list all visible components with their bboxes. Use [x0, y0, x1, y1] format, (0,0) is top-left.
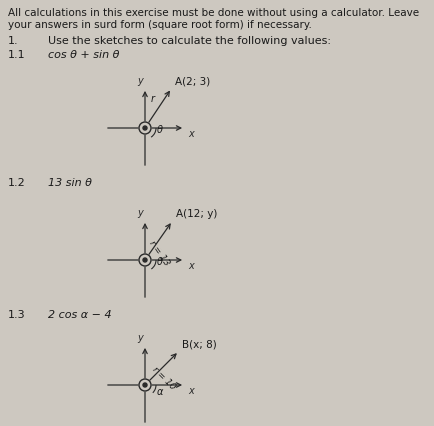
Text: y: y — [137, 76, 143, 86]
Text: r = 10: r = 10 — [150, 366, 177, 392]
Text: 1.3: 1.3 — [8, 310, 26, 320]
Text: α: α — [157, 387, 163, 397]
Text: A(12; y): A(12; y) — [175, 209, 217, 219]
Circle shape — [143, 258, 147, 262]
Text: x: x — [188, 129, 194, 139]
Text: 13 sin θ: 13 sin θ — [48, 178, 92, 188]
Text: θ: θ — [157, 257, 163, 267]
Text: A(2; 3): A(2; 3) — [174, 76, 210, 86]
Text: All calculations in this exercise must be done without using a calculator. Leave: All calculations in this exercise must b… — [8, 8, 419, 18]
Text: y: y — [137, 208, 143, 218]
Text: θ: θ — [157, 125, 163, 135]
Circle shape — [143, 383, 147, 387]
Text: r = 13: r = 13 — [148, 239, 171, 268]
Text: x: x — [188, 386, 194, 396]
Circle shape — [139, 379, 151, 391]
Text: y: y — [137, 333, 143, 343]
Circle shape — [139, 122, 151, 134]
Text: your answers in surd form (square root form) if necessary.: your answers in surd form (square root f… — [8, 20, 312, 30]
Text: x: x — [188, 261, 194, 271]
Text: 2 cos α − 4: 2 cos α − 4 — [48, 310, 112, 320]
Text: B(x; 8): B(x; 8) — [182, 339, 217, 349]
Text: 1.1: 1.1 — [8, 50, 26, 60]
Text: 1.2: 1.2 — [8, 178, 26, 188]
Text: 1.: 1. — [8, 36, 19, 46]
Circle shape — [139, 254, 151, 266]
Circle shape — [143, 126, 147, 130]
Text: cos θ + sin θ: cos θ + sin θ — [48, 50, 119, 60]
Text: r: r — [151, 94, 155, 104]
Text: Use the sketches to calculate the following values:: Use the sketches to calculate the follow… — [48, 36, 331, 46]
